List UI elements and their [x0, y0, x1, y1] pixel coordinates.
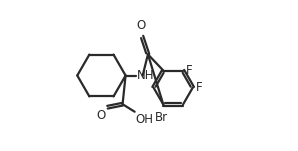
Text: O: O: [96, 109, 105, 122]
Text: OH: OH: [135, 113, 153, 126]
Text: NH: NH: [136, 69, 154, 82]
Text: O: O: [136, 19, 145, 32]
Text: F: F: [195, 81, 202, 94]
Text: F: F: [186, 64, 193, 77]
Text: Br: Br: [155, 111, 168, 124]
